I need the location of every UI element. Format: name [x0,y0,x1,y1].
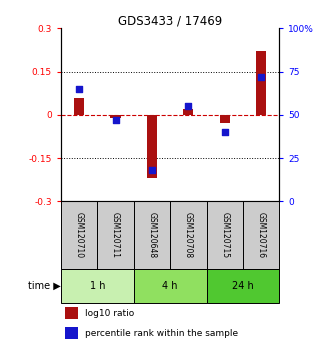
Bar [256,51,266,115]
Bar [183,109,194,115]
Text: GSM120710: GSM120710 [75,212,84,258]
Bar [110,115,121,118]
Text: GSM120716: GSM120716 [256,212,265,258]
Text: log10 ratio: log10 ratio [85,309,134,318]
Bar [61,269,134,303]
Text: 24 h: 24 h [232,281,254,291]
Text: GSM120708: GSM120708 [184,212,193,258]
Bar [65,307,78,319]
Bar [170,201,206,269]
Bar [65,327,78,339]
Text: GSM120711: GSM120711 [111,212,120,258]
Bar [97,201,134,269]
Point [258,74,264,80]
Bar [134,269,206,303]
Bar [243,201,279,269]
Text: 1 h: 1 h [90,281,105,291]
Text: 4 h: 4 h [162,281,178,291]
Bar [147,115,157,178]
Point [222,129,227,135]
Text: GSM120648: GSM120648 [147,212,156,258]
Bar [220,115,230,124]
Text: percentile rank within the sample: percentile rank within the sample [85,329,238,338]
Bar [74,97,84,115]
Bar [61,201,97,269]
Bar [206,201,243,269]
Point [77,86,82,92]
Point [149,167,154,173]
Point [186,103,191,109]
Bar [206,269,279,303]
Text: GSM120715: GSM120715 [220,212,229,258]
Title: GDS3433 / 17469: GDS3433 / 17469 [118,14,222,27]
Bar [134,201,170,269]
Text: time ▶: time ▶ [28,281,61,291]
Point [113,117,118,123]
